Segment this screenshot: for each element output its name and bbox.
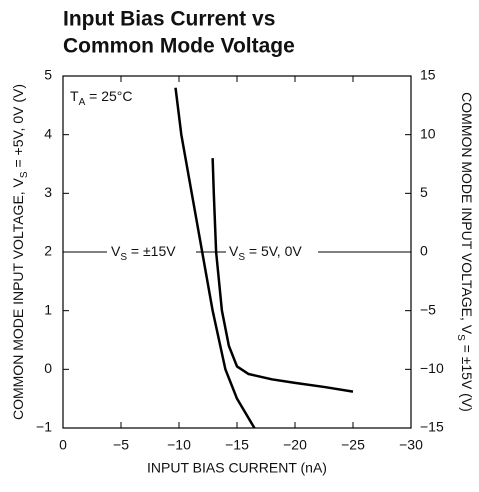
y2-tick-label: 10 (420, 125, 436, 141)
annotation: TA = 25°C (70, 88, 132, 108)
series-label: VS = 5V, 0V (229, 243, 302, 263)
y-tick-label: 0 (44, 360, 52, 376)
line-series (174, 87, 256, 429)
y2-axis-label: COMMON MODE INPUT VOLTAGE, VS = ±15V (V) (455, 92, 475, 412)
x-tick-label: 0 (59, 437, 67, 453)
y2-axis-label-part: = ±15V (V) (459, 341, 475, 412)
y-tick-label: 4 (44, 125, 52, 141)
y-tick-label: 5 (44, 67, 52, 83)
y-tick-label: 2 (44, 243, 52, 259)
chart-title: Input Bias Current vs (63, 8, 275, 31)
x-tick-label: −20 (283, 437, 307, 453)
y2-tick-label: 0 (420, 243, 428, 259)
y-tick-label: −1 (36, 419, 52, 435)
y2-tick-label: 15 (420, 67, 436, 83)
x-tick-label: −15 (225, 437, 249, 453)
series-label: VS = ±15V (111, 243, 176, 263)
y-axis-label-part: = +5V, 0V (V) (10, 84, 26, 171)
series-label-sub: S (238, 252, 245, 263)
y2-axis-label-sub: S (455, 334, 466, 341)
y-axis-label-part: COMMON MODE INPUT VOLTAGE, V (10, 177, 26, 420)
y2-tick-label: 5 (420, 184, 428, 200)
x-tick-label: −30 (399, 437, 423, 453)
series-label-part: V (229, 243, 239, 259)
x-axis-label: INPUT BIAS CURRENT (nA) (147, 460, 327, 476)
x-tick-label: −10 (167, 437, 191, 453)
series-label-part: V (111, 243, 121, 259)
y-tick-label: 1 (44, 301, 52, 317)
y2-tick-label: −15 (420, 419, 444, 435)
series-label-part: = ±15V (127, 243, 176, 259)
y2-tick-label: −5 (420, 301, 436, 317)
y-axis-label: COMMON MODE INPUT VOLTAGE, VS = +5V, 0V … (10, 84, 30, 420)
y-axis-label-sub: S (19, 171, 30, 178)
annotation-part: T (70, 88, 79, 104)
line-series (211, 158, 354, 393)
series-label-part: = 5V, 0V (245, 243, 302, 259)
annotation-sub: A (79, 97, 86, 108)
chart-title: Common Mode Voltage (63, 35, 295, 58)
y2-axis-label-part: COMMON MODE INPUT VOLTAGE, V (459, 92, 475, 335)
y-tick-label: 3 (44, 184, 52, 200)
annotation-part: = 25°C (85, 88, 132, 104)
x-tick-label: −25 (341, 437, 365, 453)
y2-tick-label: −10 (420, 360, 444, 376)
x-tick-label: −5 (113, 437, 129, 453)
series-label-sub: S (120, 252, 127, 263)
